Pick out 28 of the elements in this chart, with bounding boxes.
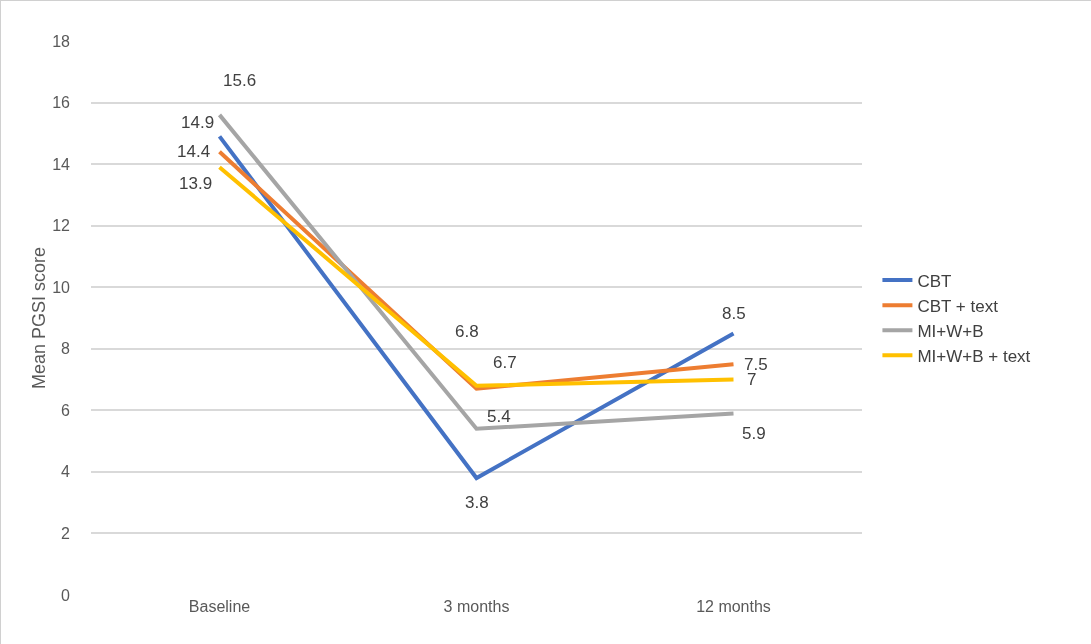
data-label: 8.5: [722, 304, 746, 323]
y-tick-label: 18: [52, 32, 71, 50]
x-tick-label: 3 months: [443, 598, 510, 615]
y-tick-label: 16: [52, 94, 71, 112]
data-label: 5.4: [487, 407, 511, 426]
data-label: 13.9: [179, 174, 213, 193]
y-tick-label: 8: [61, 340, 71, 358]
data-label: 15.6: [223, 71, 257, 90]
data-label: 14.4: [177, 142, 211, 161]
data-label: 5.9: [742, 424, 766, 443]
data-label: 14.9: [181, 113, 215, 132]
y-axis-title: Mean PGSI score: [29, 246, 49, 390]
y-tick-label: 2: [61, 525, 71, 543]
data-label: 3.8: [465, 493, 489, 512]
x-tick-label: 12 months: [696, 598, 771, 615]
legend-label: CBT + text: [917, 296, 999, 316]
y-tick-label: 0: [61, 586, 71, 604]
y-tick-label: 14: [52, 155, 71, 173]
legend-label: MI+W+B + text: [917, 346, 1031, 366]
y-tick-label: 4: [61, 463, 71, 481]
legend-label: MI+W+B: [917, 321, 984, 341]
y-tick-label: 6: [61, 401, 71, 419]
y-tick-label: 12: [52, 217, 71, 235]
y-tick-label: 10: [52, 278, 71, 296]
data-label: 6.7: [493, 353, 517, 372]
data-label: 6.8: [455, 322, 479, 341]
legend-label: CBT: [917, 271, 952, 291]
x-tick-label: Baseline: [188, 598, 251, 615]
